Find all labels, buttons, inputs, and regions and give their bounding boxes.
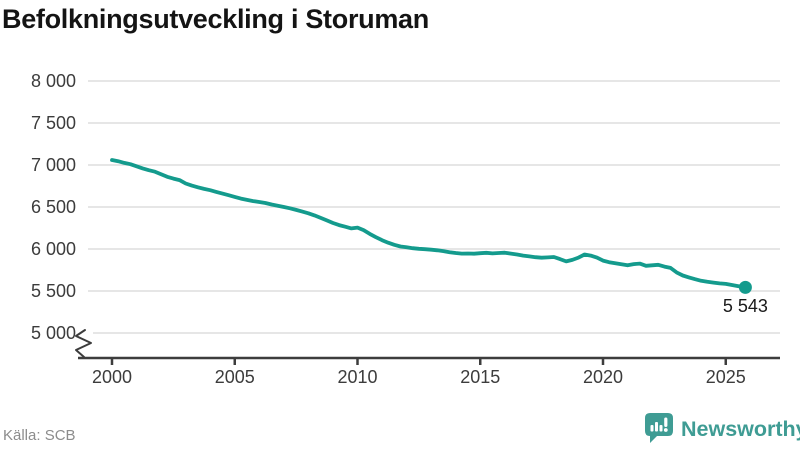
y-tick-label: 8 000: [31, 71, 76, 91]
series-end-label: 5 543: [723, 296, 768, 316]
logo-exclamation-bar-icon: [664, 417, 668, 427]
y-tick-label: 5 000: [31, 323, 76, 343]
series-end-marker: [738, 280, 752, 294]
newsworthy-logo: Newsworthy: [645, 413, 800, 444]
source-label: Källa: SCB: [3, 427, 76, 444]
y-tick-label: 6 000: [31, 239, 76, 259]
newsworthy-logo-text: Newsworthy: [681, 416, 800, 441]
x-tick-label: 2000: [92, 367, 132, 387]
y-axis-break-icon: [75, 329, 92, 358]
x-tick-label: 2025: [706, 367, 746, 387]
logo-bar-tall-icon: [655, 422, 658, 432]
x-tick-label: 2005: [215, 367, 255, 387]
y-tick-label: 6 500: [31, 197, 76, 217]
y-tick-label: 5 500: [31, 281, 76, 301]
logo-bar-medium-icon: [659, 425, 663, 432]
x-tick-label: 2015: [460, 367, 500, 387]
population-series-line: [110, 158, 748, 290]
chart-title: Befolkningsutveckling i Storuman: [2, 4, 429, 34]
logo-bar-short-icon: [650, 425, 654, 432]
y-tick-label: 7 500: [31, 113, 76, 133]
x-tick-label: 2020: [583, 367, 623, 387]
y-tick-label: 7 000: [31, 155, 76, 175]
logo-exclamation-dot-icon: [663, 428, 668, 432]
newsworthy-logo-icon: [645, 413, 673, 443]
x-tick-label: 2010: [337, 367, 377, 387]
